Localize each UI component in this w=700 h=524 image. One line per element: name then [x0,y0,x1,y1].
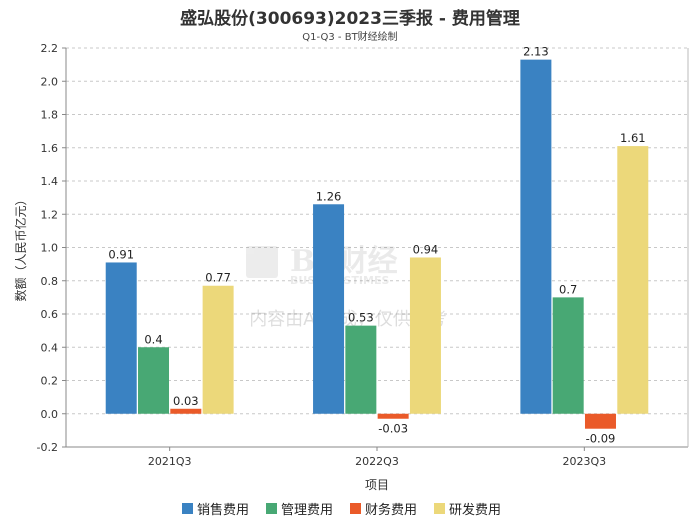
y-tick-label: 1.8 [41,109,59,122]
y-tick-label: -0.2 [37,441,58,454]
y-tick-label: 0.6 [41,308,59,321]
data-label: -0.03 [378,422,408,436]
legend-label: 销售费用 [197,502,249,518]
bar [617,146,649,414]
x-tick-label: 2022Q3 [355,455,399,468]
y-tick-label: 1.6 [41,142,59,155]
y-tick-label: 0.0 [41,408,59,421]
bar [313,204,345,414]
legend-label: 研发费用 [449,502,501,518]
y-tick-label: 1.4 [41,175,59,188]
bar [377,413,409,419]
bar [584,413,616,429]
legend-label: 财务费用 [365,502,417,518]
chart-subtitle: Q1-Q3 - BT财经绘制 [302,32,398,43]
watermark-logo-block [246,246,278,278]
data-label: 0.7 [559,282,577,296]
y-tick-label: 0.2 [41,375,59,388]
legend: 销售费用 管理费用 财务费用 研发费用 [182,502,501,518]
data-label: 0.4 [144,332,162,346]
bar [520,59,552,414]
data-label: 0.94 [413,242,439,256]
data-label: 1.26 [316,189,342,203]
bar [170,408,202,414]
y-tick-label: 0.8 [41,275,59,288]
x-axis-ticks: 2021Q3 2022Q3 2023Q3 [148,447,606,468]
y-tick-label: 1.2 [41,208,59,221]
bar [105,262,137,414]
chart-title: 盛弘股份(300693)2023三季报 - 费用管理 [180,9,520,29]
bar [409,257,441,414]
x-tick-label: 2021Q3 [148,455,192,468]
legend-swatch [266,503,277,514]
y-tick-label: 0.4 [41,341,59,354]
y-axis-ticks: -0.2 0.0 0.2 0.4 0.6 0.8 1.0 1.2 1.4 1.6 1.8 2.0 2.2 [37,42,66,454]
y-axis-title: 数额（人民币亿元） [13,193,28,301]
bar [552,297,584,414]
data-label: 0.91 [108,247,134,261]
y-tick-label: 2.2 [41,42,59,55]
legend-label: 管理费用 [281,503,333,518]
bar [202,285,234,414]
x-axis-title: 项目 [365,478,389,492]
bar [345,325,377,414]
data-label: -0.09 [586,432,616,446]
legend-swatch [182,503,193,514]
x-tick-label: 2023Q3 [563,455,607,468]
data-label: 0.53 [348,311,374,325]
watermark-notice: 内容由AI生成，仅供参考 [249,309,447,330]
data-label: 0.03 [173,394,199,408]
data-label: 2.13 [523,45,549,59]
legend-swatch [434,503,445,514]
data-label: 0.77 [205,271,231,285]
bar [138,347,170,414]
data-label: 1.61 [620,131,646,145]
legend-swatch [350,503,361,514]
y-tick-label: 2.0 [41,75,59,88]
y-tick-label: 1.0 [41,242,59,255]
bars: 0.91 0.4 0.03 0.77 1.26 0.53 -0.03 0.94 2.13 0.7 -… [105,45,649,446]
